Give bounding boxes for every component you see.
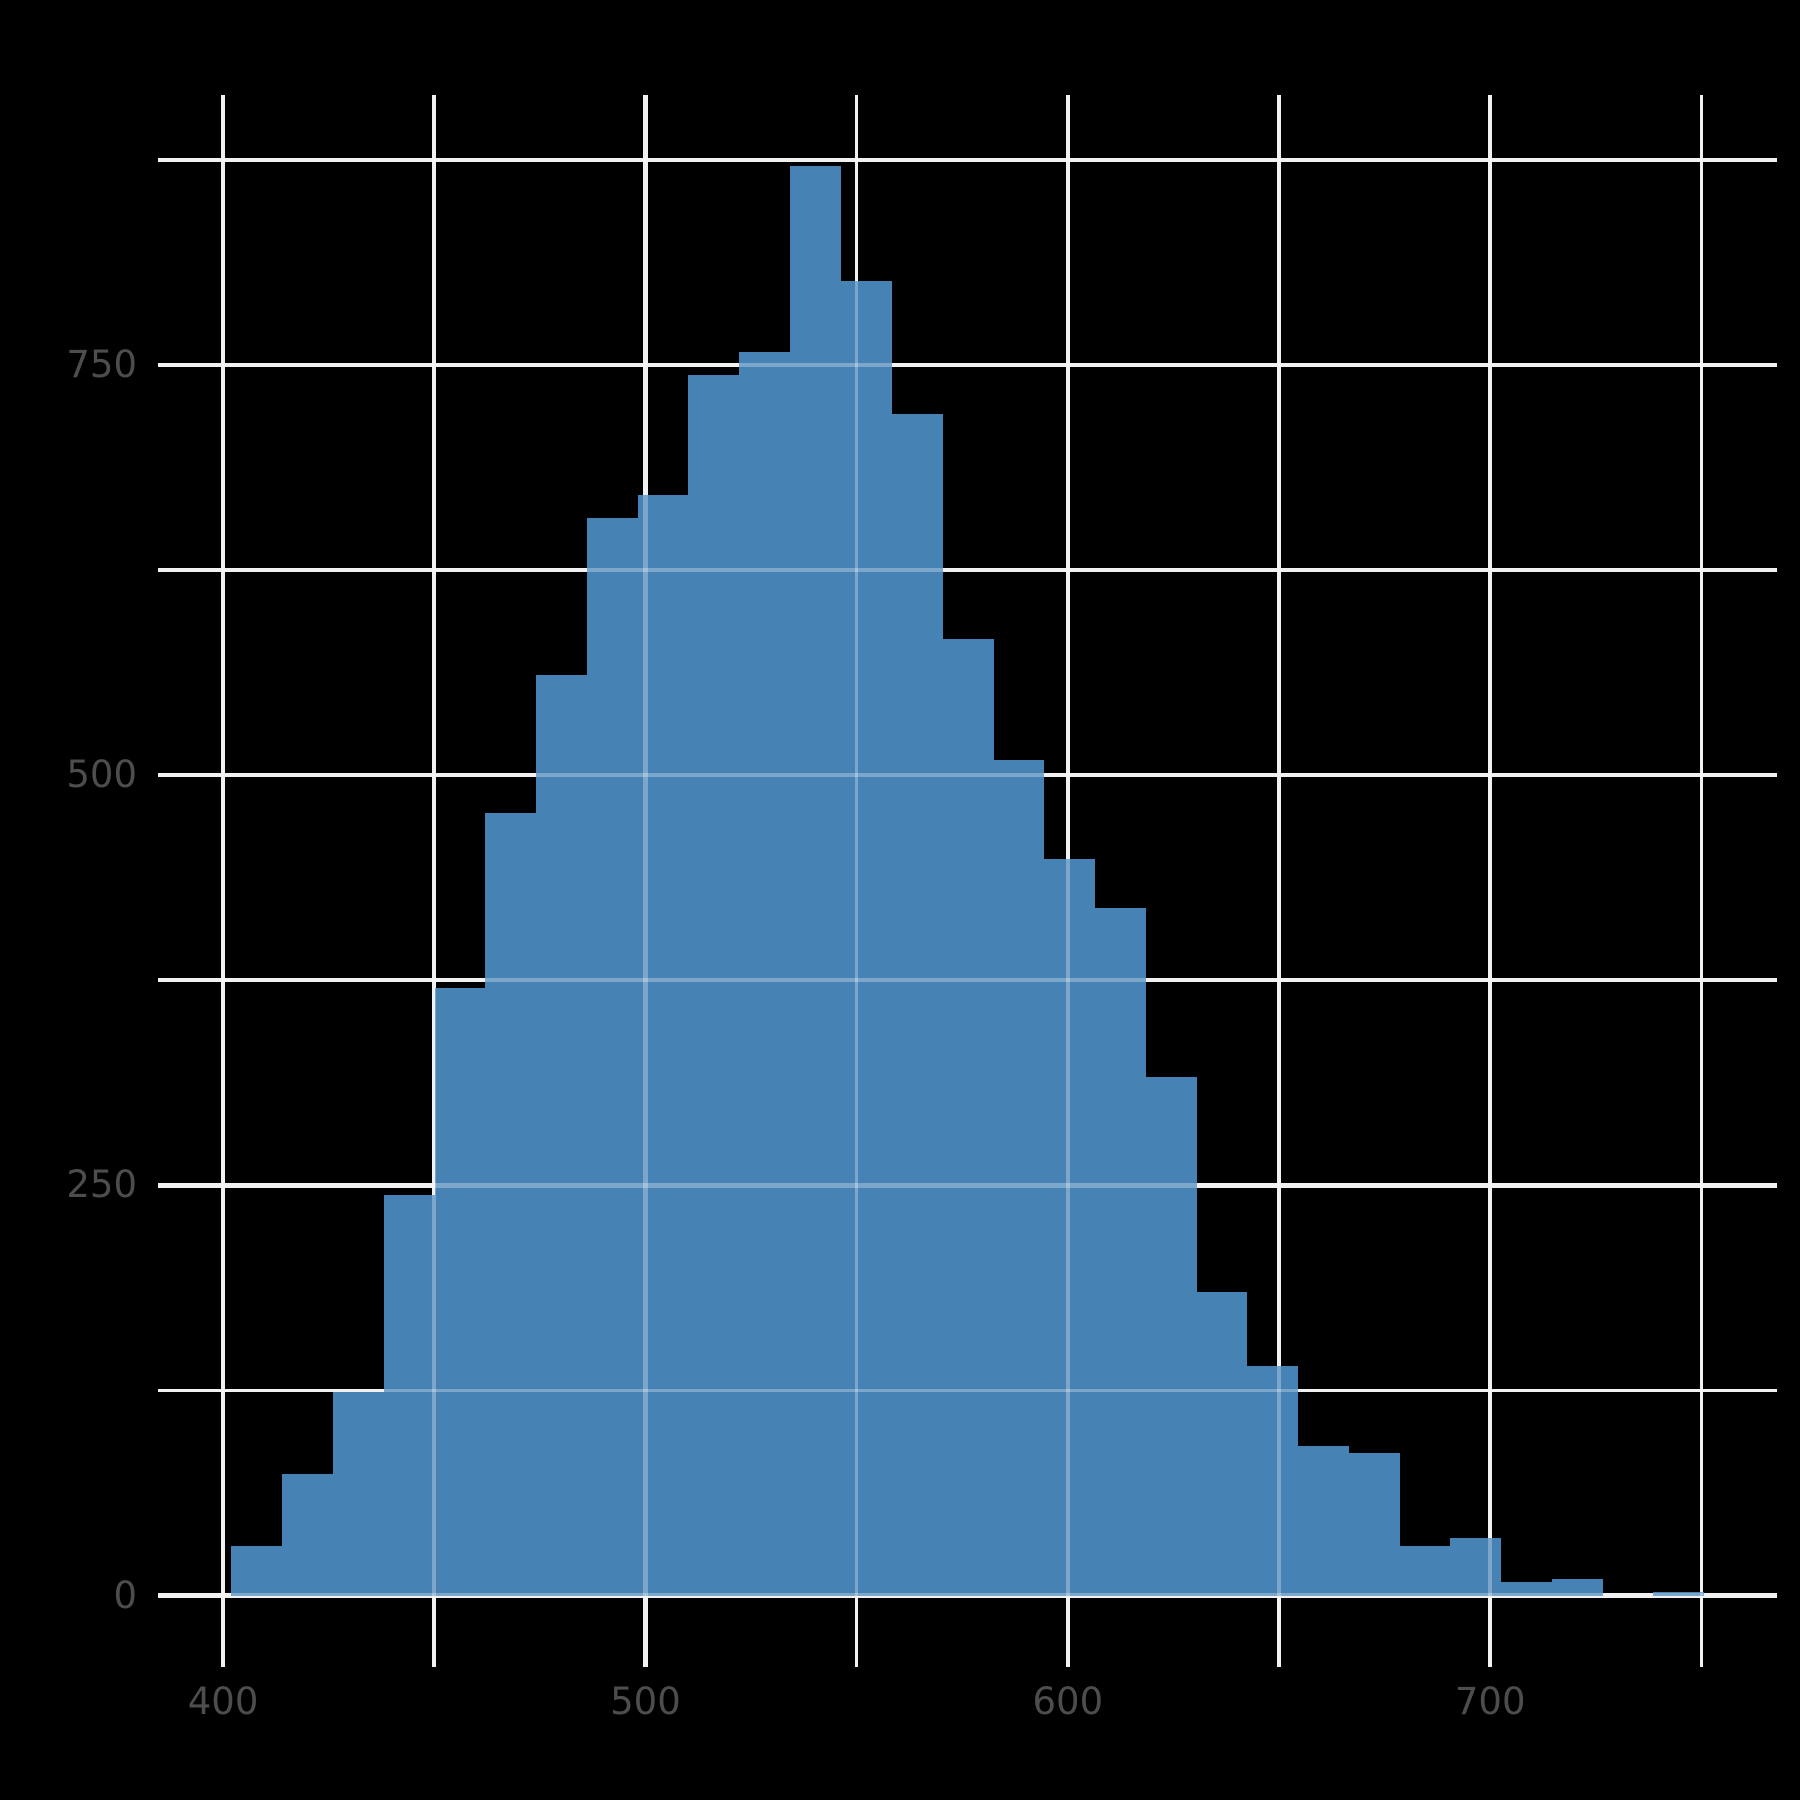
y-gridline-750 (158, 362, 1777, 368)
x-gridline-600 (1065, 95, 1071, 1667)
x-gridline-700 (1487, 95, 1493, 1667)
histogram-bar (993, 760, 1045, 1596)
x-gridline-700 (1487, 95, 1493, 1667)
histogram-bar (1145, 1077, 1197, 1596)
y-gridline-750 (158, 362, 1777, 368)
y-gridline-875 (158, 158, 1777, 162)
y-gridline-0 (158, 1593, 1777, 1598)
x-gridline-650 (1277, 95, 1281, 1667)
x-gridline-400 (220, 95, 226, 1667)
y-tick-label-250: 250 (66, 1163, 137, 1207)
histogram-bar (586, 517, 639, 1596)
x-gridline-450 (432, 95, 437, 1667)
histogram-bar (1196, 1292, 1248, 1596)
histogram-bar (1297, 1446, 1349, 1596)
histogram-bar (1500, 1582, 1553, 1596)
histogram-bar (637, 494, 689, 1596)
histogram-bar (333, 1392, 385, 1596)
y-gridline-875 (158, 158, 1777, 162)
x-gridline-500 (643, 95, 648, 1667)
histogram-bar (231, 1546, 283, 1596)
x-gridline-750 (1699, 95, 1704, 1667)
x-tick-label-400: 400 (187, 1680, 259, 1723)
histogram-bar (688, 374, 740, 1596)
histogram-bar (282, 1474, 334, 1596)
y-gridline-625 (158, 568, 1777, 572)
x-tick-label-600: 600 (1032, 1680, 1104, 1723)
histogram-bar (891, 414, 943, 1596)
histogram-bar (536, 675, 588, 1596)
histogram-bar (383, 1195, 436, 1596)
histogram-bar (739, 351, 791, 1596)
histogram-bar (1449, 1538, 1502, 1596)
y-gridline-250 (158, 1183, 1777, 1188)
y-tick-label-750: 750 (66, 342, 137, 386)
y-tick-label-0: 0 (113, 1573, 137, 1617)
y-gridline-0 (158, 1593, 1777, 1598)
y-gridline-125 (158, 1388, 1777, 1393)
histogram-bar (434, 988, 486, 1596)
x-gridline-750 (1699, 95, 1704, 1667)
histogram-bar (1246, 1365, 1299, 1596)
y-gridline-500 (158, 772, 1777, 778)
histogram-bar (942, 638, 994, 1596)
histogram-bar (1551, 1579, 1603, 1596)
y-gridline-375 (158, 978, 1777, 983)
y-tick-label-500: 500 (66, 753, 137, 797)
histogram-bar (1043, 858, 1096, 1596)
histogram-bar (789, 166, 842, 1596)
histogram-bar (485, 812, 537, 1596)
x-tick-label-700: 700 (1454, 1680, 1526, 1723)
histogram-bar (1653, 1592, 1705, 1596)
x-gridline-450 (432, 95, 437, 1667)
histogram-bar (1348, 1452, 1400, 1596)
histogram-bar (840, 281, 892, 1596)
histogram-bar (1094, 908, 1146, 1596)
histogram-bar (1399, 1546, 1451, 1596)
x-gridline-400 (220, 95, 226, 1667)
x-gridline-650 (1277, 95, 1281, 1667)
x-tick-label-500: 500 (610, 1680, 681, 1723)
y-gridline-625 (158, 568, 1777, 572)
x-gridline-550 (854, 95, 859, 1667)
